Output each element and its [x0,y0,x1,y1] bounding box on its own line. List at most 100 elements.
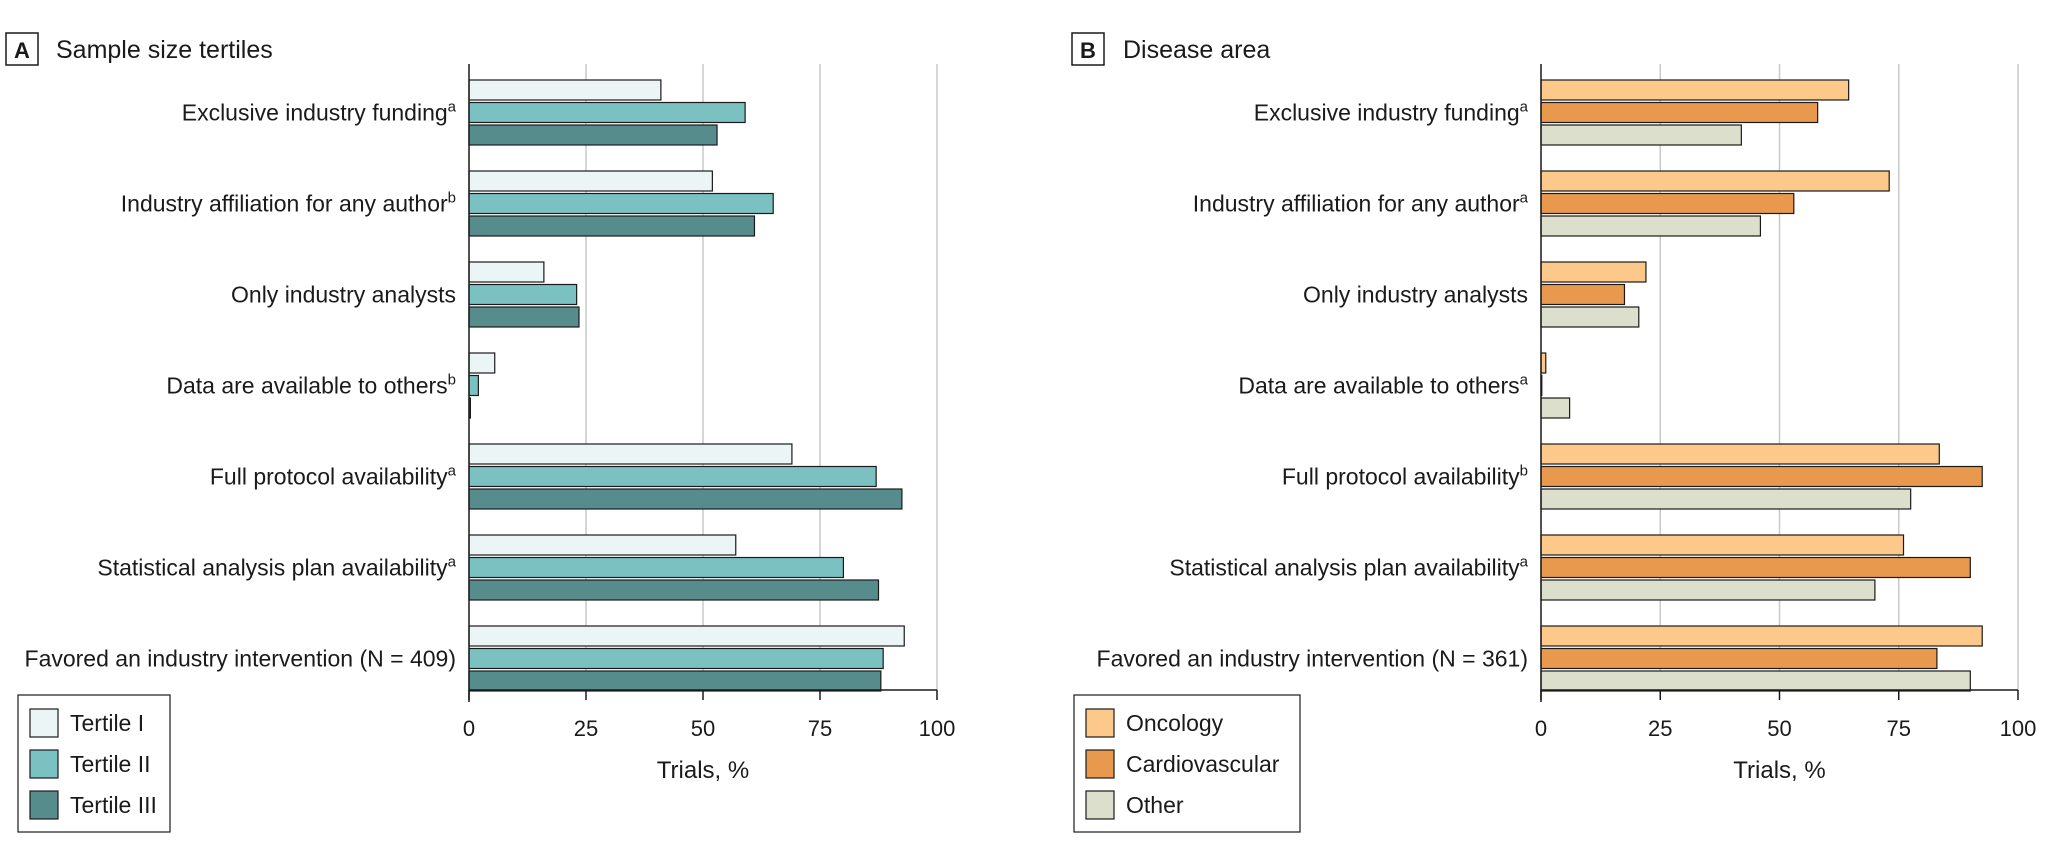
category-label-text: Only industry analysts [1303,282,1528,308]
bar [468,215,756,237]
legend-swatch [29,749,59,779]
legend-label: Cardiovascular [1126,751,1280,777]
category-label: Favored an industry intervention (N = 36… [1097,646,1528,672]
x-tick-label: 25 [1648,716,1672,741]
bar [468,647,884,670]
category-label-text: Full protocol availability [210,464,448,490]
bar [468,352,496,374]
category-label-superscript: b [448,372,456,389]
panel-a-sample-size-tertiles: A Sample size tertiles Exclusive industry … [5,32,956,833]
category-label-superscript: a [448,99,457,116]
category-label: Data are available to othersb [166,372,456,399]
x-tick-label: 100 [919,716,956,741]
bar [1540,534,1905,556]
legend-swatch [1085,749,1115,779]
bar [1540,170,1890,192]
bar [468,101,746,124]
bar [1540,579,1876,601]
x-tick-label: 0 [463,716,475,741]
bar [468,534,737,556]
bar [468,170,713,192]
legend-label: Oncology [1126,710,1224,736]
bar [468,192,774,215]
x-tick-label: 0 [1535,716,1547,741]
bar [1540,124,1742,146]
category-label-superscript: a [448,463,457,480]
bar [1540,261,1647,283]
bar [468,465,877,488]
category-label: Statistical analysis plan availabilitya [97,554,456,581]
legend-swatch [1085,708,1115,738]
category-label: Industry affiliation for any authora [1193,190,1529,217]
bar [468,556,844,579]
category-label: Statistical analysis plan availabilitya [1169,554,1528,581]
category-label: Exclusive industry fundinga [1254,99,1529,126]
bar [468,579,880,601]
legend-label: Tertile II [70,751,151,777]
category-label-text: Exclusive industry funding [182,100,448,126]
bar [1540,556,1971,579]
legend-label: Tertile I [70,710,144,736]
category-label-superscript: b [1520,463,1528,480]
bar [468,488,903,510]
bar [468,261,545,283]
bar [1540,647,1938,670]
legend-label: Other [1126,792,1184,818]
category-label-text: Only industry analysts [231,282,456,308]
x-tick-label: 100 [2000,716,2037,741]
bar [1540,397,1571,419]
category-label-text: Statistical analysis plan availability [1169,555,1520,581]
category-label-superscript: b [448,190,456,207]
category-label: Only industry analysts [231,282,456,308]
category-label-text: Favored an industry intervention (N = 36… [1097,646,1528,672]
panel-title: Disease area [1123,36,1270,64]
x-axis-title: Trials, % [1733,757,1825,784]
bar [1540,443,1940,465]
panel-title: Sample size tertiles [56,36,273,64]
category-label-superscript: a [1520,554,1529,571]
panel-letter: B [1080,38,1096,63]
bar [1540,488,1912,510]
category-label-superscript: a [1520,372,1529,389]
category-label-text: Favored an industry intervention (N = 40… [25,646,456,672]
x-tick-label: 50 [1767,716,1791,741]
bar [1540,465,1983,488]
bar [468,443,793,465]
legend-swatch [29,790,59,820]
bar [1540,306,1640,328]
legend-swatch [1085,790,1115,820]
bar [468,79,662,101]
category-label-text: Data are available to others [166,373,447,399]
bar [1540,79,1850,101]
x-tick-label: 50 [691,716,715,741]
bar [1540,283,1626,306]
legend-swatch [29,708,59,738]
category-label-superscript: a [1520,190,1529,207]
x-tick-label: 25 [574,716,598,741]
bar [468,374,479,397]
panel-letter-box [5,32,39,66]
category-label: Exclusive industry fundinga [182,99,457,126]
x-axis-title: Trials, % [657,757,749,784]
category-label-text: Industry affiliation for any author [1193,191,1520,217]
legend-label: Tertile III [70,792,157,818]
category-label-text: Statistical analysis plan availability [97,555,448,581]
panel-letter-box [1071,32,1105,66]
bar [468,625,905,647]
bar [1540,101,1819,124]
bar [1540,625,1983,647]
category-label: Only industry analysts [1303,282,1528,308]
category-label-superscript: a [448,554,457,571]
bar [1540,670,1971,692]
category-label-text: Full protocol availability [1282,464,1520,490]
category-label-text: Industry affiliation for any author [121,191,448,217]
category-label: Favored an industry intervention (N = 40… [25,646,456,672]
bar [468,670,882,692]
category-label: Data are available to othersa [1238,372,1528,399]
category-label: Full protocol availabilityb [1282,463,1528,490]
category-label-text: Exclusive industry funding [1254,100,1520,126]
bar [468,124,718,146]
category-label: Industry affiliation for any authorb [121,190,456,217]
